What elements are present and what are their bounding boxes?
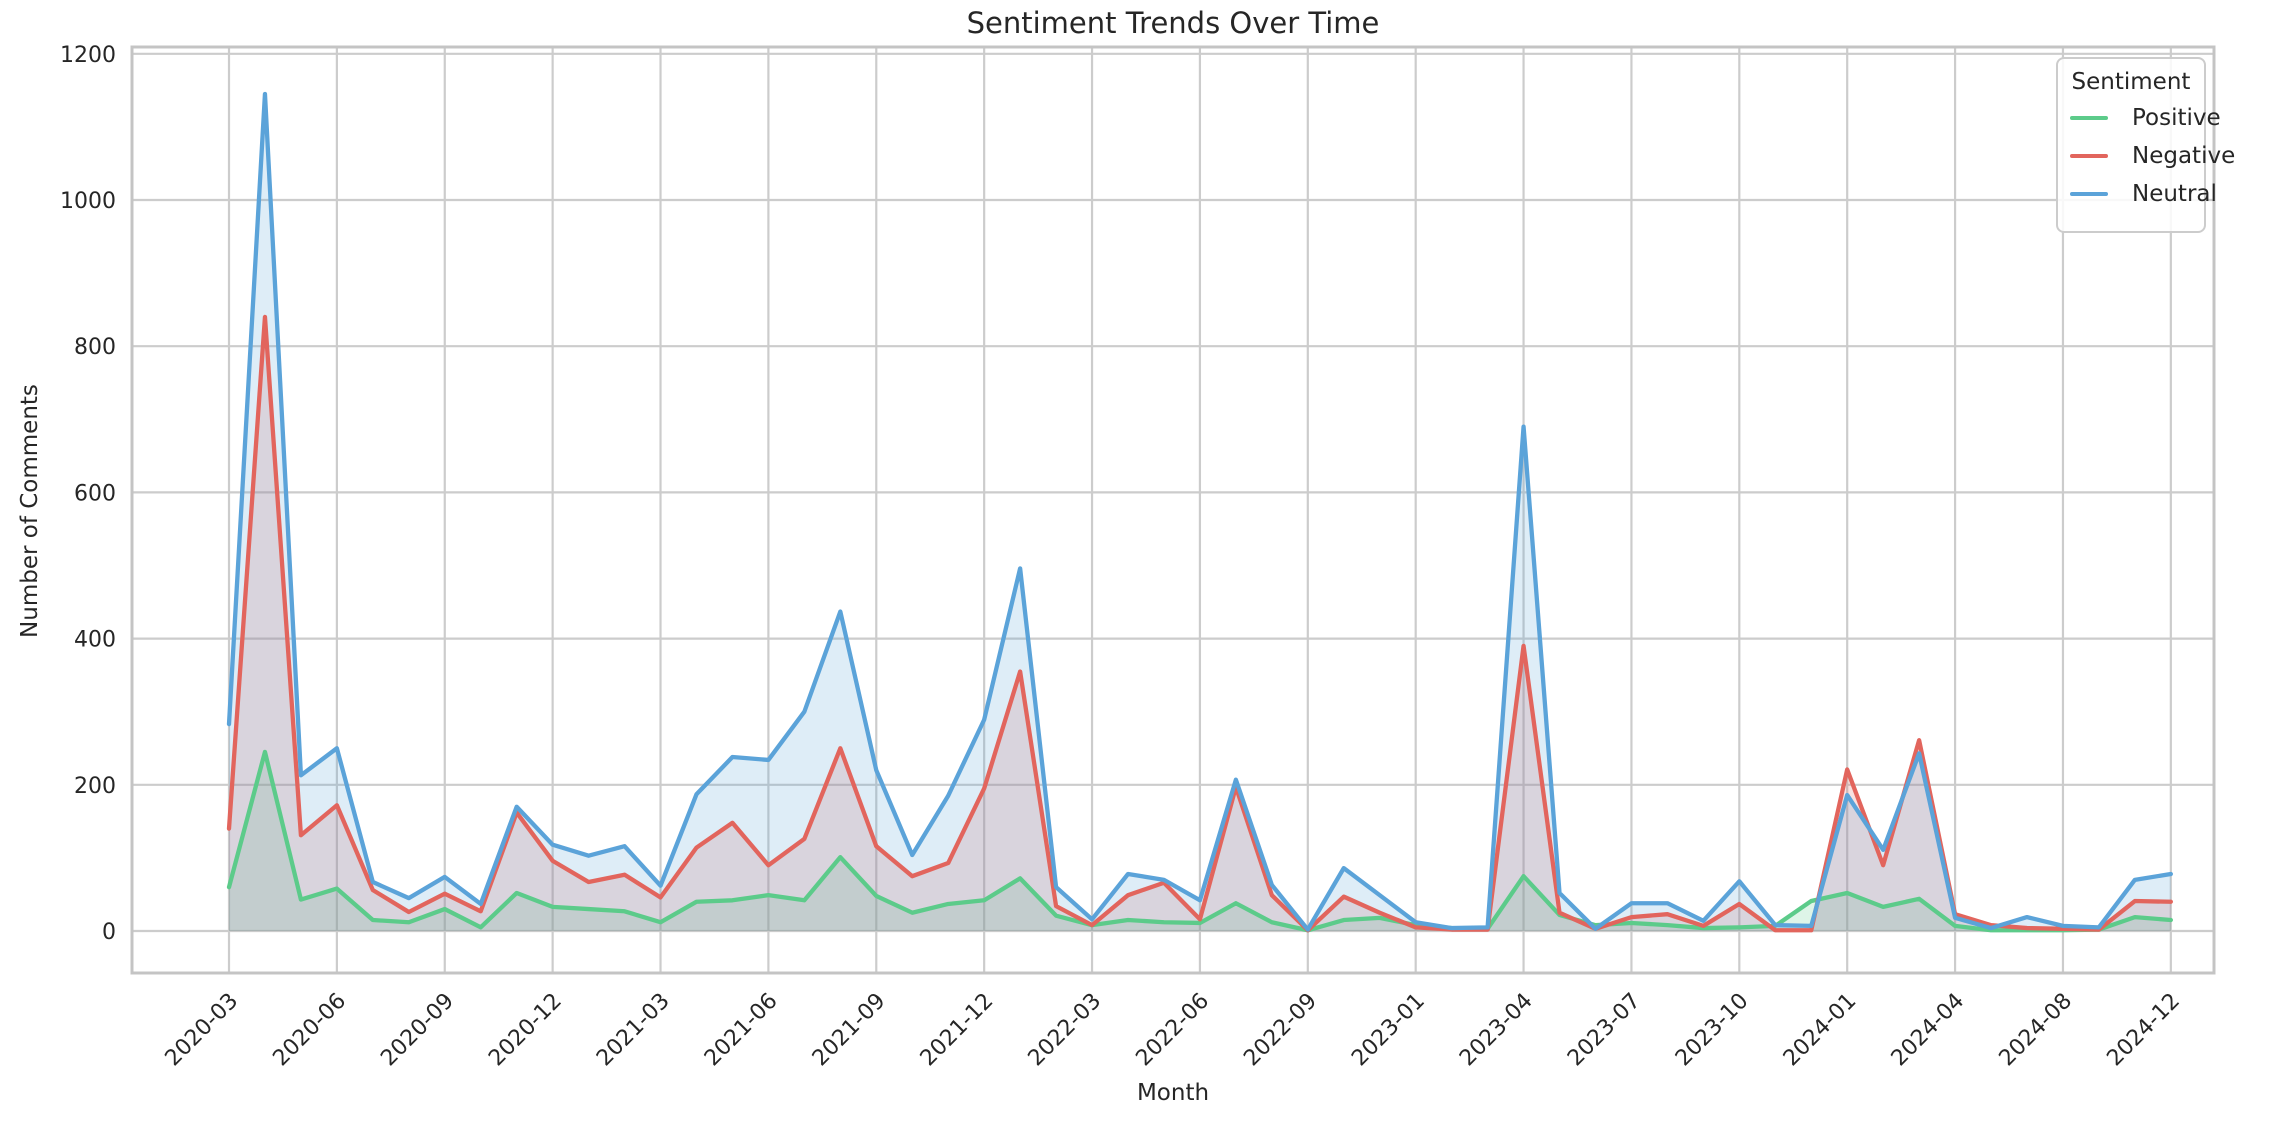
x-tick-label: 2022-06 <box>1131 989 1214 1072</box>
x-tick-label: 2024-04 <box>1887 989 1970 1072</box>
legend-item-positive: Positive <box>2070 105 2221 131</box>
x-tick-label: 2020-09 <box>376 989 459 1072</box>
legend-item-neutral: Neutral <box>2070 181 2217 207</box>
line-negative <box>226 314 2173 933</box>
x-tick-label: 2024-01 <box>1779 989 1862 1072</box>
line-positive <box>226 749 2173 933</box>
legend-entries: Positive Negative Neutral <box>2058 105 2235 207</box>
legend-swatch-positive <box>2070 116 2108 120</box>
x-tick-label: 2021-12 <box>916 989 999 1072</box>
x-tick-label: 2023-01 <box>1347 989 1430 1072</box>
y-tick-label: 200 <box>74 774 116 799</box>
chart-title: Sentiment Trends Over Time <box>966 6 1380 40</box>
x-tick-label: 2024-08 <box>1995 989 2078 1072</box>
legend-title: Sentiment <box>2071 69 2191 95</box>
y-tick-label: 400 <box>74 628 116 653</box>
legend-label: Positive <box>2132 105 2221 131</box>
y-axis-label: Number of Comments <box>17 384 43 638</box>
line-neutral <box>226 91 2173 932</box>
x-tick-label: 2021-09 <box>808 989 891 1072</box>
y-tick-label: 600 <box>74 481 116 506</box>
x-tick-label: 2020-12 <box>484 989 567 1072</box>
x-tick-label: 2023-10 <box>1671 989 1754 1072</box>
legend-swatch-negative <box>2070 154 2108 158</box>
x-tick-label: 2022-09 <box>1239 989 1322 1072</box>
y-tick-label: 0 <box>102 920 116 945</box>
x-tick-label: 2023-04 <box>1455 989 1538 1072</box>
x-tick-label: 2024-12 <box>2102 989 2185 1072</box>
x-tick-label: 2020-03 <box>161 989 244 1072</box>
y-tick-label: 1000 <box>60 189 116 214</box>
x-tick-label: 2021-03 <box>592 989 675 1072</box>
legend-swatch-neutral <box>2070 192 2108 196</box>
plot-border <box>130 45 2216 975</box>
y-tick-label: 800 <box>74 335 116 360</box>
x-tick-label: 2020-06 <box>268 989 351 1072</box>
y-tick-label: 1200 <box>60 43 116 68</box>
legend-label: Negative <box>2132 143 2236 169</box>
legend: Sentiment Positive Negative Neutral <box>2056 57 2235 233</box>
legend-item-negative: Negative <box>2070 143 2235 169</box>
x-tick-label: 2023-07 <box>1563 989 1646 1072</box>
x-tick-label: 2021-06 <box>700 989 783 1072</box>
x-axis-label: Month <box>1136 1080 1210 1106</box>
legend-label: Neutral <box>2132 181 2217 207</box>
x-tick-label: 2022-03 <box>1024 989 1107 1072</box>
